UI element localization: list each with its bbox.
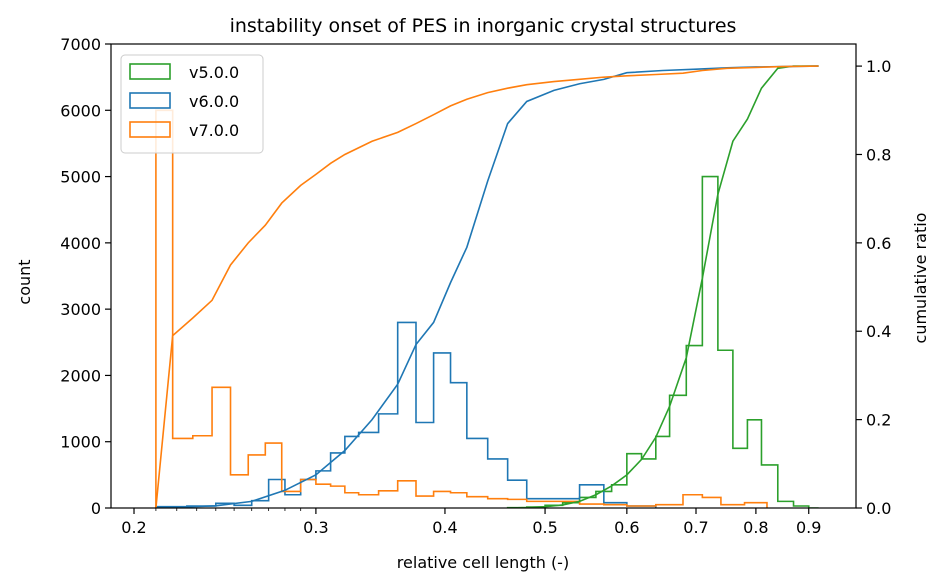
cdf-line-v5-0-0 — [507, 65, 819, 508]
y-tick-label: 3000 — [60, 300, 101, 319]
x-tick-label: 0.3 — [303, 518, 328, 537]
y-tick-label: 4000 — [60, 234, 101, 253]
y-tick-label: 2000 — [60, 366, 101, 385]
x-tick-label: 0.7 — [683, 518, 708, 537]
y-axis-right-label: cumulative ratio — [911, 213, 930, 344]
legend-swatch — [129, 92, 171, 109]
y-tick-label: 0 — [91, 499, 101, 518]
legend: v5.0.0 v6.0.0 v7.0.0 — [120, 54, 264, 154]
y-tick-label: 7000 — [60, 35, 101, 54]
hist-v7-0-0 — [155, 109, 768, 508]
cdf-line-v7-0-0 — [155, 65, 819, 508]
legend-swatch — [129, 121, 171, 138]
legend-label: v5.0.0 — [189, 63, 239, 82]
y-right-tick-label: 0.6 — [866, 234, 891, 253]
hist-v5-0-0 — [506, 175, 819, 508]
plot-area — [155, 65, 819, 508]
y-tick-label: 5000 — [60, 168, 101, 187]
x-tick-label: 0.2 — [121, 518, 146, 537]
x-axis-label: relative cell length (-) — [397, 553, 569, 572]
x-tick-label: 0.9 — [796, 518, 821, 537]
y-tick-label: 1000 — [60, 433, 101, 452]
plot-frame — [110, 43, 857, 509]
legend-label: v6.0.0 — [189, 92, 239, 111]
legend-swatch — [129, 63, 171, 80]
y-right-tick-label: 0.2 — [866, 411, 891, 430]
x-tick-label: 0.6 — [614, 518, 639, 537]
y-right-tick-label: 0.4 — [866, 322, 891, 341]
x-tick-label: 0.8 — [743, 518, 768, 537]
y-right-tick-label: 0.0 — [866, 499, 891, 518]
cdf-line-v6-0-0 — [155, 65, 819, 508]
x-tick-label: 0.5 — [532, 518, 557, 537]
y-right-tick-label: 1.0 — [866, 57, 891, 76]
y-axis-label: count — [15, 259, 34, 304]
x-tick-label: 0.4 — [432, 518, 457, 537]
y-tick-label: 6000 — [60, 101, 101, 120]
chart-title: instability onset of PES in inorganic cr… — [230, 15, 737, 37]
legend-label: v7.0.0 — [189, 121, 239, 140]
y-right-tick-label: 0.8 — [866, 145, 891, 164]
hist-v6-0-0 — [155, 321, 657, 508]
